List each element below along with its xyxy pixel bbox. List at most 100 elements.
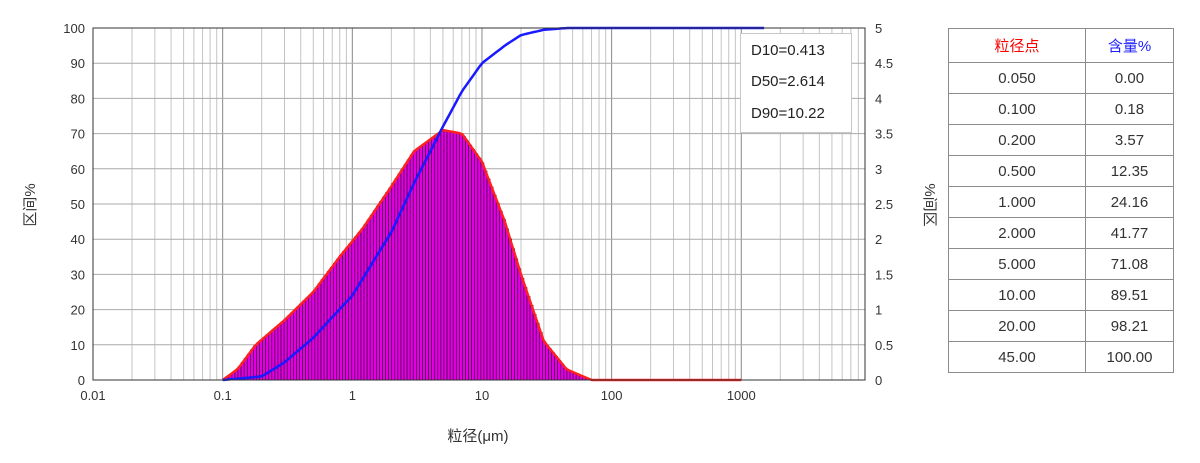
y-axis-left-label: 区间% xyxy=(22,183,39,226)
bar xyxy=(480,162,485,381)
table-row: 0.500 12.35 xyxy=(948,155,1174,187)
bar xyxy=(431,136,436,381)
y-right-tick-label: 0.5 xyxy=(875,338,893,353)
y-right-tick-label: 1 xyxy=(875,303,882,318)
bar xyxy=(286,315,291,381)
y-right-tick-label: 4.5 xyxy=(875,56,893,71)
bar xyxy=(357,232,362,381)
bar xyxy=(474,153,479,381)
bar xyxy=(360,228,365,381)
d-values-box: D10=0.413 D50=2.614 D90=10.22 xyxy=(740,33,852,133)
y-right-tick-label: 4 xyxy=(875,91,882,106)
d90-label: D90=10.22 xyxy=(751,105,825,122)
bar xyxy=(336,258,340,381)
bar xyxy=(296,306,300,381)
cell-particle-size: 2.000 xyxy=(948,217,1086,249)
cell-content: 0.18 xyxy=(1085,93,1174,125)
table-row: 2.000 41.77 xyxy=(948,217,1174,249)
cell-particle-size: 20.00 xyxy=(948,310,1086,342)
cell-particle-size: 10.00 xyxy=(948,279,1086,311)
bar xyxy=(511,248,515,381)
bar xyxy=(302,300,306,381)
y-right-tick-label: 1.5 xyxy=(875,267,893,282)
y-right-tick-label: 3.5 xyxy=(875,127,893,142)
bar xyxy=(425,141,429,381)
bar xyxy=(348,243,353,381)
bar xyxy=(382,196,386,381)
table-row: 0.200 3.57 xyxy=(948,124,1174,156)
bar xyxy=(363,223,368,381)
bar xyxy=(514,258,519,381)
bar xyxy=(545,344,549,381)
x-tick-label: 1000 xyxy=(727,388,756,403)
x-axis-ticks: 0.01 0.1 1 10 100 1000 xyxy=(80,388,755,403)
cell-particle-size: 1.000 xyxy=(948,186,1086,218)
y-left-tick-label: 30 xyxy=(71,267,85,282)
x-axis-label: 粒径(μm) xyxy=(447,428,508,445)
cell-particle-size: 0.100 xyxy=(948,93,1086,125)
bar xyxy=(446,130,451,381)
y-left-tick-label: 20 xyxy=(71,303,85,318)
bar xyxy=(308,294,313,381)
bar xyxy=(416,148,420,381)
x-tick-label: 0.1 xyxy=(214,388,232,403)
bar xyxy=(483,170,488,381)
bar xyxy=(529,305,534,381)
bar xyxy=(271,329,276,381)
bar xyxy=(354,235,359,381)
bar xyxy=(535,323,540,381)
x-tick-label: 10 xyxy=(475,388,489,403)
bar xyxy=(477,157,482,381)
bar xyxy=(339,254,343,381)
bar xyxy=(459,133,463,381)
cell-particle-size: 45.00 xyxy=(948,341,1086,373)
bar xyxy=(274,326,279,381)
y-axis-right-label: %间区 xyxy=(921,183,938,226)
bar xyxy=(520,278,525,381)
bar xyxy=(259,339,263,381)
cell-content: 3.57 xyxy=(1085,124,1174,156)
bar xyxy=(465,140,469,381)
y-right-tick-label: 5 xyxy=(875,21,882,36)
table-body: 0.050 0.00 0.100 0.18 0.200 3.57 0.500 12.35 1.0… xyxy=(948,62,1174,373)
bar xyxy=(505,228,509,381)
bar xyxy=(492,194,497,381)
bar xyxy=(468,144,472,381)
y-right-tick-label: 3 xyxy=(875,162,882,177)
bar xyxy=(542,341,546,381)
bar xyxy=(388,187,393,381)
cell-content: 89.51 xyxy=(1085,279,1174,311)
bar xyxy=(366,219,371,381)
bar xyxy=(323,275,328,381)
table-header-row: 粒径点 含量% xyxy=(948,28,1174,63)
bar xyxy=(277,324,282,381)
bar xyxy=(523,287,528,381)
bar xyxy=(437,132,442,381)
header-particle-size: 粒径点 xyxy=(948,28,1086,63)
particle-size-table: 粒径点 含量% 0.050 0.00 0.100 0.18 0.200 3.57 0.500… xyxy=(948,28,1174,373)
table-row: 5.000 71.08 xyxy=(948,248,1174,280)
y-left-tick-label: 0 xyxy=(78,373,85,388)
bar xyxy=(548,348,552,381)
bar xyxy=(376,205,380,381)
bar xyxy=(345,247,349,381)
bar xyxy=(299,303,303,381)
bar xyxy=(342,251,346,381)
y-left-tick-label: 90 xyxy=(71,56,85,71)
bar xyxy=(351,239,356,381)
bar xyxy=(434,134,439,381)
table-row: 1.000 24.16 xyxy=(948,186,1174,218)
bar xyxy=(554,356,559,381)
bar xyxy=(462,136,466,381)
bar xyxy=(289,312,294,381)
y-left-tick-label: 50 xyxy=(71,197,85,212)
bar xyxy=(394,178,399,381)
bar xyxy=(280,321,285,381)
x-tick-label: 1 xyxy=(349,388,356,403)
cell-content: 0.00 xyxy=(1085,62,1174,94)
bar xyxy=(419,145,423,381)
bar xyxy=(397,173,402,381)
bar xyxy=(372,210,377,381)
cell-content: 41.77 xyxy=(1085,217,1174,249)
bar xyxy=(391,183,396,381)
